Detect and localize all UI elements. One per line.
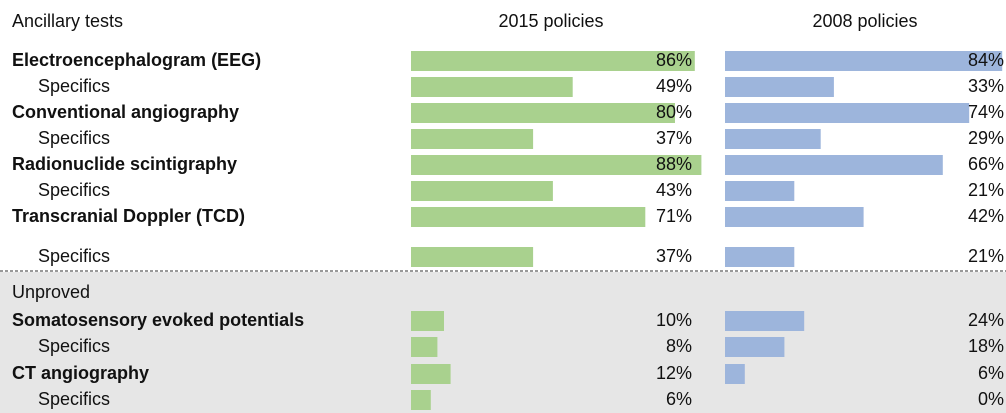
bar (411, 364, 451, 384)
value-label: 86% (656, 50, 692, 70)
value-label: 37% (656, 128, 692, 148)
value-label: 8% (666, 336, 692, 356)
value-label: 29% (968, 128, 1004, 148)
column-header: 2015 policies (498, 11, 603, 31)
sub-row-label: Specifics (38, 389, 110, 409)
bar (725, 181, 795, 201)
test-name: Transcranial Doppler (TCD) (12, 206, 245, 226)
test-name: Conventional angiography (12, 102, 239, 122)
value-label: 42% (968, 206, 1004, 226)
value-label: 43% (656, 180, 692, 200)
value-label: 18% (968, 336, 1004, 356)
bar (411, 51, 695, 71)
bar (411, 103, 675, 123)
value-label: 21% (968, 246, 1004, 266)
bar (411, 181, 553, 201)
bar (411, 247, 534, 267)
test-name: Electroencephalogram (EEG) (12, 50, 261, 70)
value-label: 12% (656, 363, 692, 383)
value-label: 80% (656, 102, 692, 122)
bar (411, 77, 573, 97)
value-label: 74% (968, 102, 1004, 122)
sub-row-label: Specifics (38, 336, 110, 356)
test-name: Somatosensory evoked potentials (12, 310, 304, 330)
section-label: Unproved (12, 282, 90, 302)
sub-row-label: Specifics (38, 246, 110, 266)
bar (411, 311, 444, 331)
bar (411, 155, 702, 175)
value-label: 21% (968, 180, 1004, 200)
bar (725, 103, 970, 123)
test-name: CT angiography (12, 363, 149, 383)
bar (725, 129, 821, 149)
value-label: 49% (656, 76, 692, 96)
value-label: 37% (656, 246, 692, 266)
sub-row-label: Specifics (38, 76, 110, 96)
value-label: 6% (666, 389, 692, 409)
bar (411, 390, 431, 410)
test-name: Radionuclide scintigraphy (12, 154, 237, 174)
value-label: 71% (656, 206, 692, 226)
bar (725, 155, 943, 175)
bar (725, 364, 745, 384)
value-label: 33% (968, 76, 1004, 96)
sub-row-label: Specifics (38, 180, 110, 200)
bar (725, 247, 795, 267)
bar (411, 337, 438, 357)
sub-row-label: Specifics (38, 128, 110, 148)
bar (411, 207, 646, 227)
value-label: 0% (978, 389, 1004, 409)
bar (725, 51, 1003, 71)
section-background (0, 272, 1006, 413)
bar (725, 311, 805, 331)
value-label: 88% (656, 154, 692, 174)
table-title: Ancillary tests (12, 11, 123, 31)
bar (725, 207, 864, 227)
bar (725, 337, 785, 357)
column-header: 2008 policies (812, 11, 917, 31)
value-label: 24% (968, 310, 1004, 330)
value-label: 10% (656, 310, 692, 330)
value-label: 66% (968, 154, 1004, 174)
bar (411, 129, 534, 149)
value-label: 6% (978, 363, 1004, 383)
value-label: 84% (968, 50, 1004, 70)
bar (725, 77, 834, 97)
